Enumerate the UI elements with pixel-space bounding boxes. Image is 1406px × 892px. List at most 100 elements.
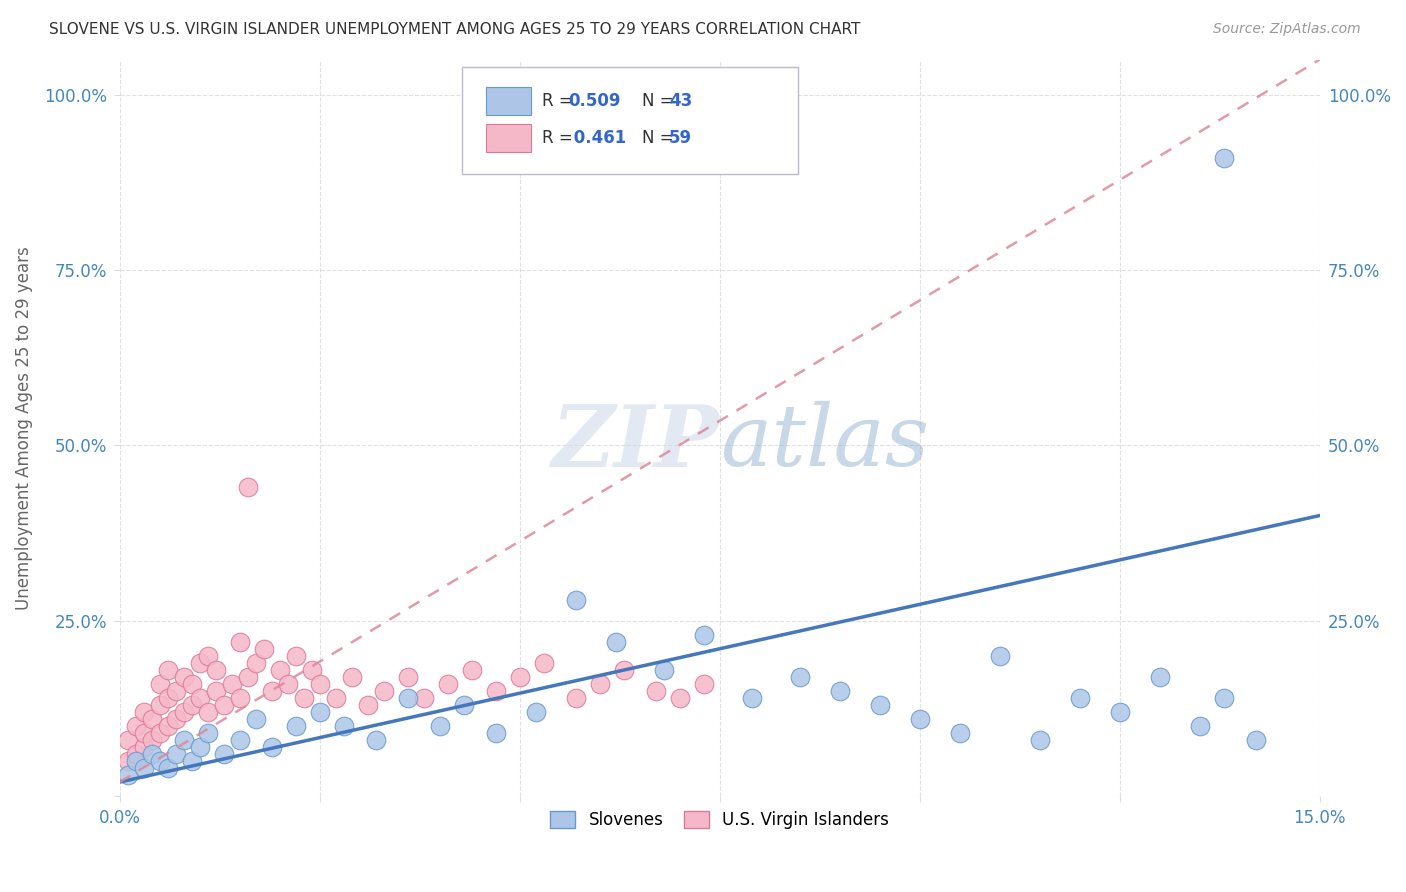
Point (564, 690, 586, 705)
Point (221, 677, 243, 691)
Point (132, 705, 155, 719)
Point (156, 761, 179, 775)
Point (613, 663, 636, 677)
Point (141, 712, 163, 726)
Point (173, 733, 195, 747)
Point (165, 712, 187, 726)
Point (668, 690, 690, 705)
Point (284, 719, 307, 733)
Point (692, 628, 714, 642)
Point (149, 754, 172, 768)
Point (188, 739, 211, 754)
Point (325, 690, 347, 705)
Text: 59: 59 (669, 128, 692, 146)
Text: N =: N = (641, 128, 679, 146)
Point (236, 670, 259, 684)
Point (149, 698, 172, 712)
Point (132, 726, 155, 740)
Point (204, 684, 226, 698)
Point (124, 719, 146, 733)
Point (412, 690, 434, 705)
Point (1108, 705, 1130, 719)
Point (252, 641, 274, 656)
Point (228, 634, 250, 648)
Point (228, 690, 250, 705)
FancyBboxPatch shape (461, 67, 797, 174)
Point (869, 698, 891, 712)
Point (1028, 733, 1050, 747)
Point (245, 656, 267, 670)
Point (588, 677, 610, 691)
Point (564, 592, 586, 607)
Point (364, 733, 387, 747)
Point (652, 663, 675, 677)
Point (156, 690, 179, 705)
Point (117, 754, 139, 768)
Point (1244, 733, 1267, 747)
Point (485, 684, 508, 698)
Point (340, 670, 363, 684)
Point (356, 698, 378, 712)
FancyBboxPatch shape (485, 124, 531, 152)
Point (1149, 670, 1171, 684)
Point (301, 663, 323, 677)
Point (1212, 151, 1234, 165)
Point (908, 712, 931, 726)
Point (156, 719, 179, 733)
Point (1069, 690, 1091, 705)
Point (308, 705, 330, 719)
Point (173, 705, 195, 719)
Text: SLOVENE VS U.S. VIRGIN ISLANDER UNEMPLOYMENT AMONG AGES 25 TO 29 YEARS CORRELATI: SLOVENE VS U.S. VIRGIN ISLANDER UNEMPLOY… (49, 22, 860, 37)
Point (149, 726, 172, 740)
Point (165, 747, 187, 761)
Point (141, 747, 163, 761)
Point (789, 670, 811, 684)
Point (396, 670, 419, 684)
Point (828, 684, 851, 698)
Point (453, 698, 475, 712)
Text: R =: R = (543, 128, 578, 146)
Point (197, 726, 219, 740)
Point (124, 754, 146, 768)
Point (524, 705, 547, 719)
Text: ZIP: ZIP (551, 401, 720, 484)
Text: 43: 43 (669, 92, 693, 110)
Point (156, 663, 179, 677)
Point (949, 726, 972, 740)
Point (485, 726, 508, 740)
Point (396, 690, 419, 705)
Point (117, 733, 139, 747)
Point (373, 684, 395, 698)
Point (212, 747, 235, 761)
Point (165, 684, 187, 698)
Point (1188, 719, 1211, 733)
Point (277, 677, 299, 691)
Point (188, 690, 211, 705)
Point (212, 698, 235, 712)
Legend: Slovenes, U.S. Virgin Islanders: Slovenes, U.S. Virgin Islanders (544, 804, 896, 836)
Point (132, 761, 155, 775)
Point (204, 663, 226, 677)
Text: atlas: atlas (720, 401, 929, 484)
Point (180, 677, 202, 691)
Point (332, 719, 354, 733)
Text: R =: R = (543, 92, 578, 110)
Text: 0.461: 0.461 (568, 128, 627, 146)
Point (692, 677, 714, 691)
Point (188, 656, 211, 670)
Point (741, 690, 763, 705)
Point (245, 712, 267, 726)
Point (260, 739, 283, 754)
Point (228, 733, 250, 747)
Point (180, 698, 202, 712)
Text: N =: N = (641, 92, 679, 110)
Point (644, 684, 666, 698)
Point (533, 656, 555, 670)
Point (124, 747, 146, 761)
Point (197, 648, 219, 663)
Point (180, 754, 202, 768)
Point (236, 480, 259, 494)
Point (149, 677, 172, 691)
Point (173, 670, 195, 684)
Point (292, 690, 315, 705)
